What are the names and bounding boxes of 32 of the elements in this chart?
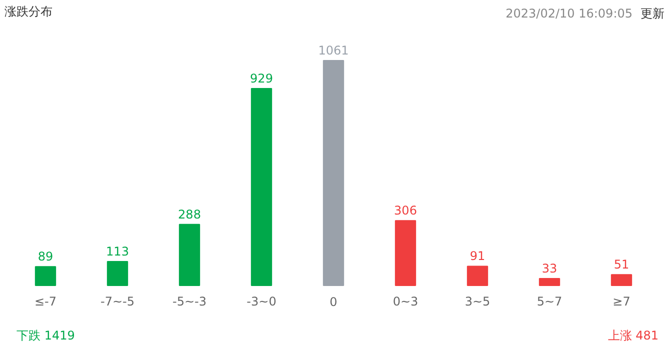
x-tick-label: ≥7 (612, 294, 630, 308)
data-label: 929 (250, 71, 273, 86)
bar (610, 274, 632, 286)
text: 上涨 481 (608, 328, 658, 342)
data-label: 51 (614, 258, 630, 272)
text: 下跌 1419 (16, 328, 75, 342)
text: 2023/02/10 16:09:05 (506, 6, 632, 20)
data-label: 113 (106, 244, 129, 259)
data-label: 91 (470, 249, 486, 264)
bar (34, 266, 56, 286)
bar (538, 278, 560, 286)
x-tick-label: -5~-3 (172, 294, 206, 308)
bar (394, 220, 416, 286)
bar (250, 88, 272, 286)
text: 更新 (640, 6, 664, 20)
bar (106, 261, 128, 286)
x-tick-label: 3~5 (464, 294, 490, 308)
data-label: 33 (542, 262, 558, 276)
bar (466, 266, 488, 286)
x-tick-label: 5~7 (536, 294, 562, 308)
x-tick-label: -7~-5 (100, 294, 134, 308)
x-tick-label: -3~0 (246, 294, 276, 308)
data-label: 1061 (318, 44, 349, 58)
chart-title: 涨跌分布 (4, 4, 52, 18)
x-tick-label: ≤-7 (34, 294, 57, 308)
data-label: 89 (38, 250, 54, 264)
data-label: 288 (178, 207, 201, 222)
x-tick-label: 0 (330, 295, 338, 309)
bar (178, 224, 200, 286)
bar (322, 60, 344, 286)
data-label: 306 (394, 204, 417, 218)
x-tick-label: 0~3 (392, 294, 418, 308)
